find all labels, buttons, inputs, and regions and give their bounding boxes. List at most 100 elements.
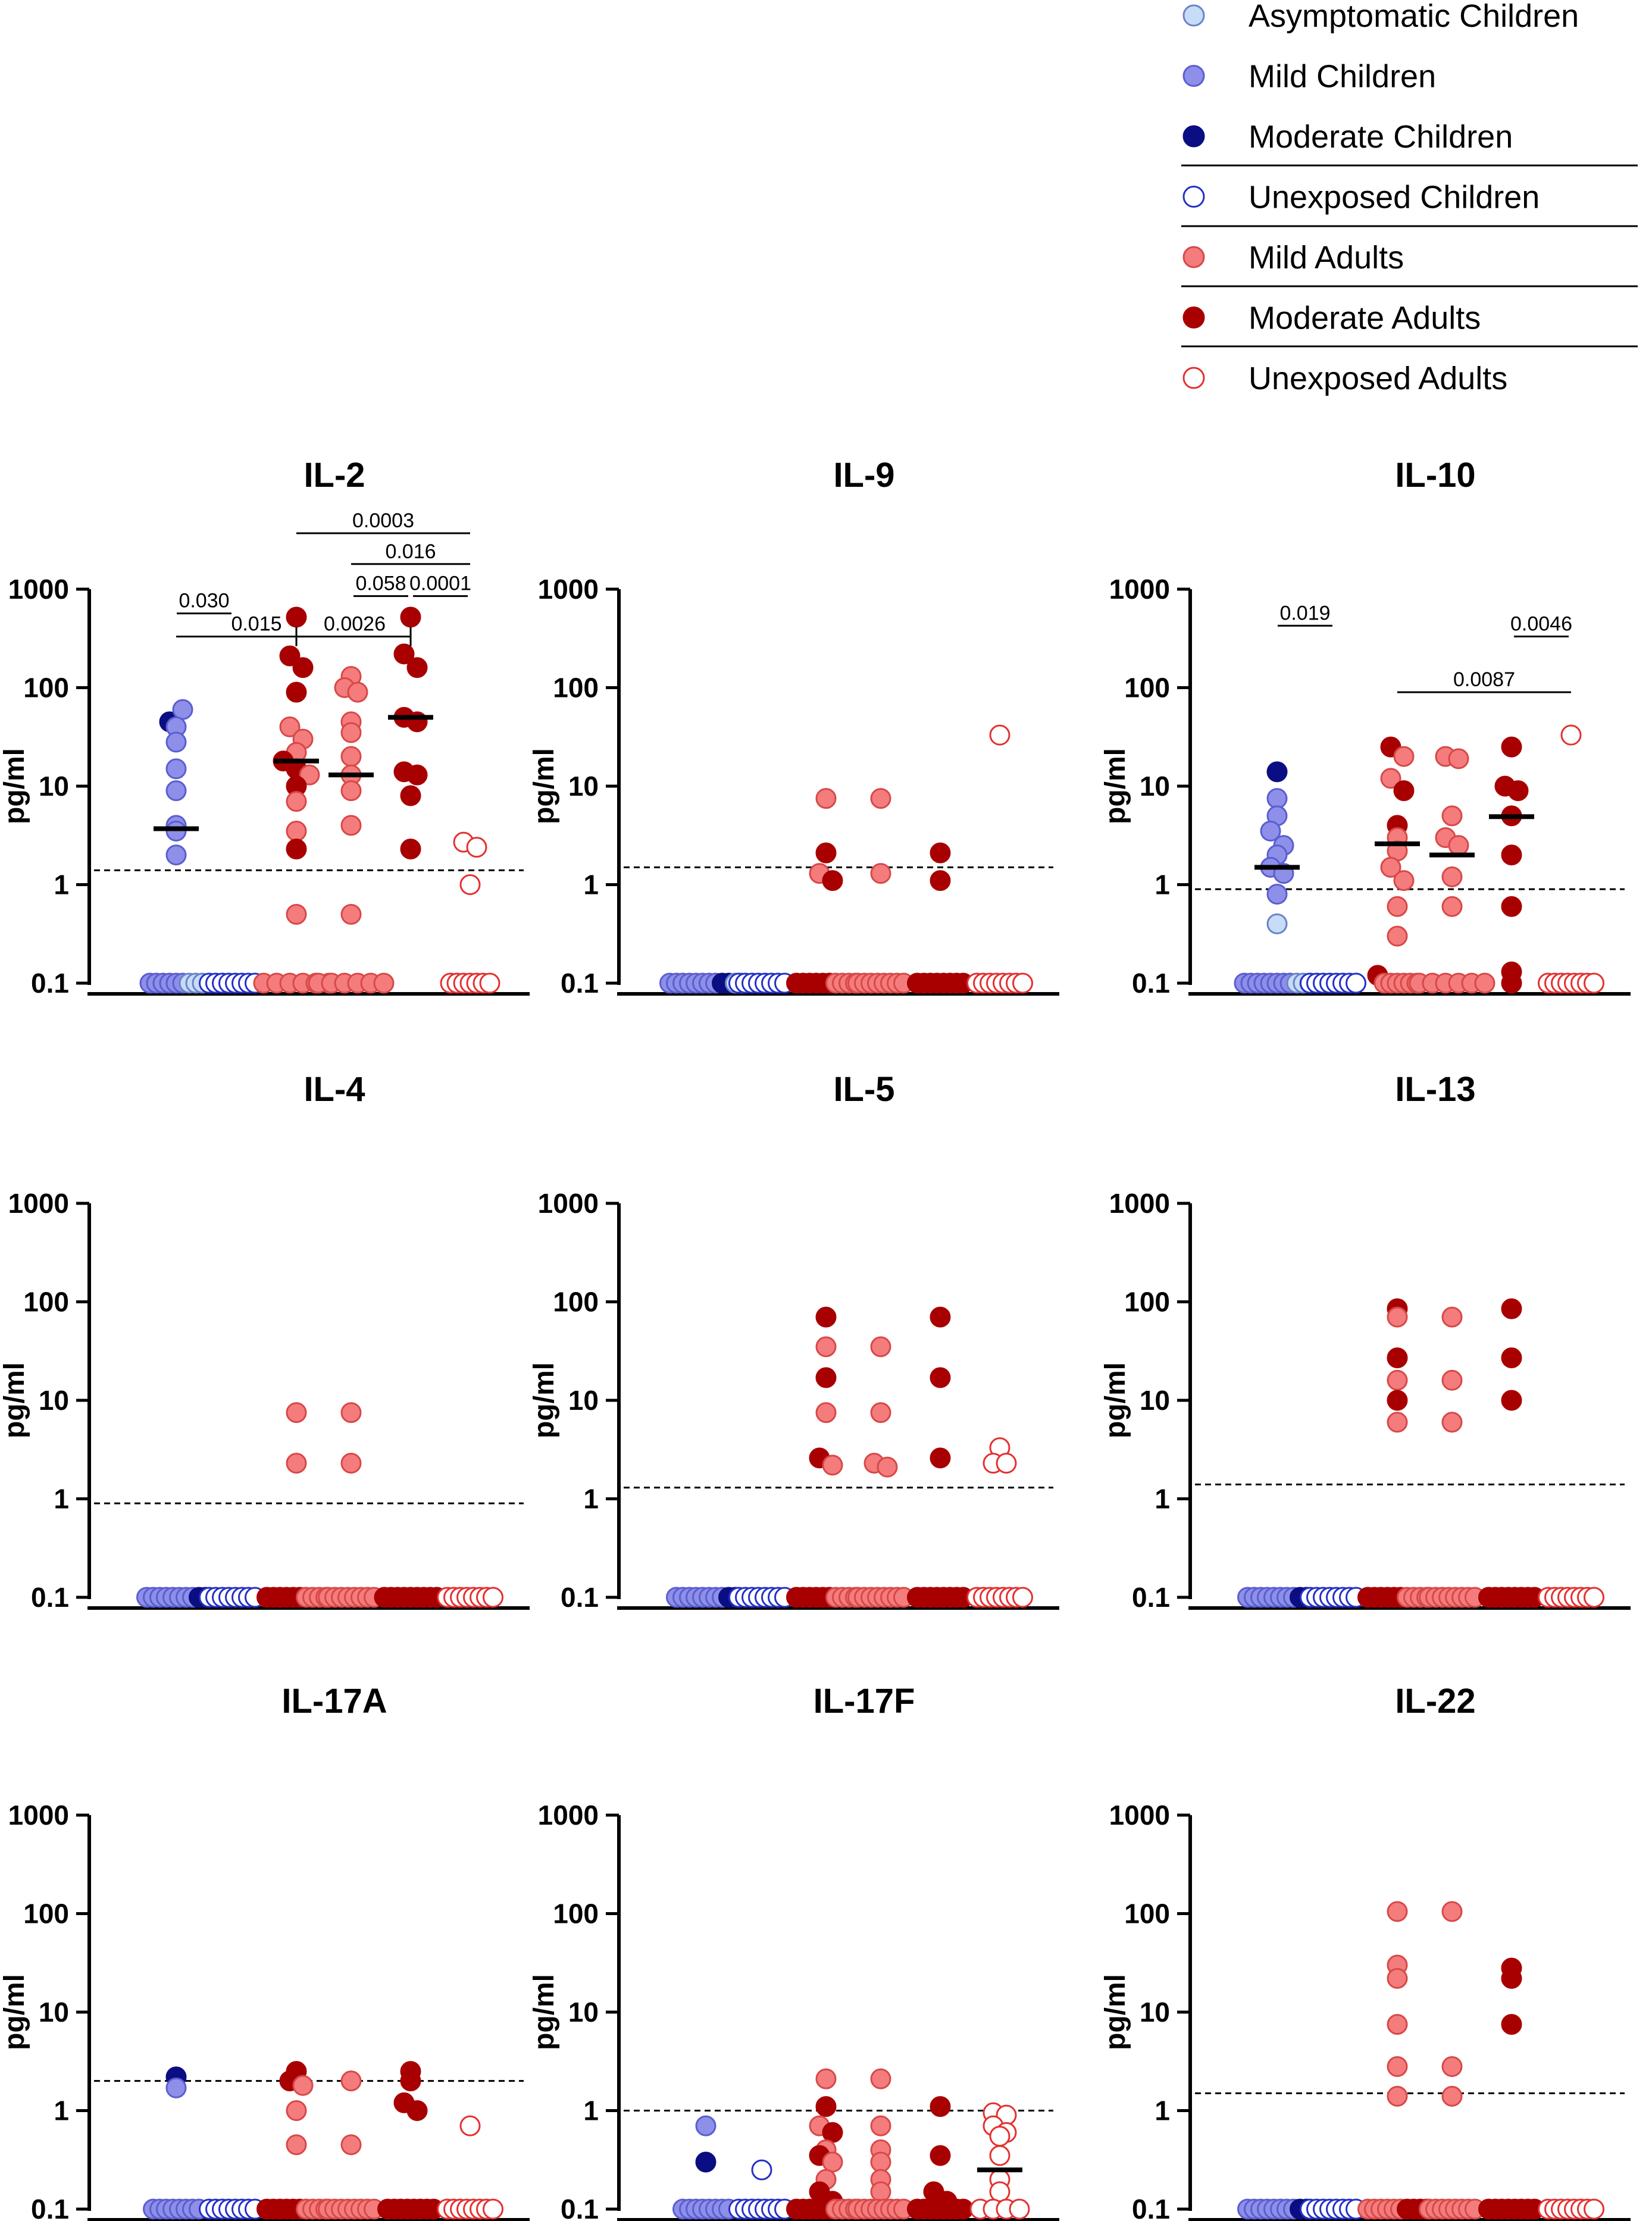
y-tick-label: 1: [1154, 2095, 1170, 2126]
data-point: [1387, 1390, 1408, 1411]
data-point: [1393, 870, 1415, 891]
legend-item-asym-children: Asymptomatic Children: [1182, 0, 1579, 34]
data-point: [400, 2070, 421, 2092]
panel-il-13: IL-13 pg/ml 0.1 1 10 100 1000: [1100, 1070, 1631, 1613]
y-tick-label: 100: [23, 672, 69, 703]
y-tick-label: 1000: [8, 1800, 69, 1831]
data-point: [340, 722, 362, 743]
data-point: [1441, 866, 1463, 887]
data-point: [466, 837, 487, 858]
p-value-label: 0.0046: [1510, 612, 1572, 635]
legend-label: Asymptomatic Children: [1249, 0, 1579, 34]
data-point: [1441, 896, 1463, 917]
data-point: [292, 2075, 314, 2096]
data-point: [286, 681, 307, 703]
data-point: [479, 972, 500, 994]
y-tick-label: 10: [1140, 1385, 1170, 1416]
data-point: [1387, 1306, 1408, 1328]
legend-item-unexp-children: Unexposed Children: [1182, 180, 1540, 215]
y-tick-label: 1000: [1109, 1188, 1170, 1219]
data-point: [1380, 856, 1401, 878]
data-point: [870, 788, 891, 809]
y-tick-label: 0.1: [1132, 1582, 1170, 1613]
y-tick-label: 10: [568, 771, 599, 802]
data-point: [1260, 820, 1281, 842]
panel-il-4: IL-4 pg/ml 0.1 1 10 100 1000: [0, 1070, 530, 1613]
y-tick-label: 100: [23, 1287, 69, 1318]
y-tick-label: 1: [583, 869, 599, 900]
data-point: [1501, 1390, 1522, 1411]
data-point: [1387, 1347, 1408, 1369]
data-point: [340, 2070, 362, 2092]
y-axis-label: pg/ml: [0, 1362, 30, 1438]
panel-title: IL-2: [304, 456, 365, 495]
data-point: [286, 1402, 307, 1424]
y-tick-label: 0.1: [31, 2194, 69, 2221]
legend-item-mild-adults: Mild Adults: [1182, 240, 1404, 276]
data-point: [1501, 1967, 1522, 1989]
data-point: [279, 716, 301, 737]
legend-item-mild-children: Mild Children: [1182, 59, 1436, 95]
y-tick-label: 10: [39, 1997, 69, 2028]
data-point: [930, 1306, 951, 1328]
data-point: [459, 874, 481, 895]
panel-title: IL-10: [1395, 456, 1475, 495]
panel-title: IL-13: [1395, 1070, 1475, 1109]
y-axis-label: pg/ml: [1100, 1362, 1131, 1438]
y-tick-label: 1: [54, 2095, 69, 2126]
data-point: [930, 2145, 951, 2166]
panel-il-22: IL-22 pg/ml 0.1 1 10 100 1000: [1100, 1682, 1631, 2221]
y-axis-label: pg/ml: [528, 748, 560, 824]
legend-label: Mild Adults: [1249, 240, 1404, 276]
data-point: [930, 870, 951, 891]
p-value-label: 0.058: [355, 573, 406, 595]
y-tick-label: 1000: [8, 574, 69, 605]
data-point: [1387, 2056, 1408, 2077]
data-point: [400, 606, 421, 628]
panel-il-5: IL-5 pg/ml 0.1 1 10 100 1000: [528, 1070, 1059, 1613]
data-point: [340, 780, 362, 802]
data-point: [279, 645, 301, 667]
y-tick-label: 0.1: [561, 968, 599, 999]
data-point: [1009, 2198, 1030, 2220]
data-point: [1507, 780, 1529, 802]
legend-item-mod-children: Moderate Children: [1182, 119, 1513, 155]
data-point: [1560, 724, 1582, 746]
y-tick-label: 1000: [1109, 574, 1170, 605]
data-point: [1441, 2056, 1463, 2077]
legend-label: Moderate Children: [1249, 119, 1513, 155]
data-point: [1387, 2014, 1408, 2035]
data-point: [1584, 972, 1604, 994]
data-point: [172, 699, 193, 720]
legend-marker-unexp-adults: [1182, 367, 1205, 389]
data-point: [483, 1587, 503, 1608]
data-point: [340, 2134, 362, 2156]
legend-item-mod-adults: Moderate Adults: [1182, 301, 1481, 336]
data-point: [989, 2125, 1010, 2147]
data-point: [751, 2159, 772, 2181]
legend-marker-mod-adults: [1182, 306, 1205, 329]
data-point: [1501, 2014, 1522, 2035]
y-tick-label: 1000: [538, 1188, 599, 1219]
y-axis-label: pg/ml: [0, 748, 30, 824]
y-tick-label: 100: [553, 1287, 599, 1318]
data-point: [406, 657, 428, 678]
legend-marker-mod-children: [1182, 125, 1205, 148]
data-point: [989, 2145, 1010, 2166]
data-point: [877, 1456, 898, 1478]
data-point: [1266, 761, 1288, 783]
data-point: [459, 2115, 481, 2136]
data-point: [299, 764, 320, 786]
data-point: [1266, 788, 1288, 809]
data-point: [1441, 1369, 1463, 1391]
data-point: [1387, 2085, 1408, 2107]
panel-title: IL-5: [833, 1070, 894, 1109]
data-point: [340, 1402, 362, 1424]
data-point: [1012, 1587, 1033, 1608]
y-tick-label: 100: [1124, 672, 1170, 703]
data-point: [870, 2151, 891, 2173]
p-value-label: 0.019: [1279, 602, 1330, 624]
data-point: [870, 1402, 891, 1424]
data-point: [1501, 736, 1522, 758]
